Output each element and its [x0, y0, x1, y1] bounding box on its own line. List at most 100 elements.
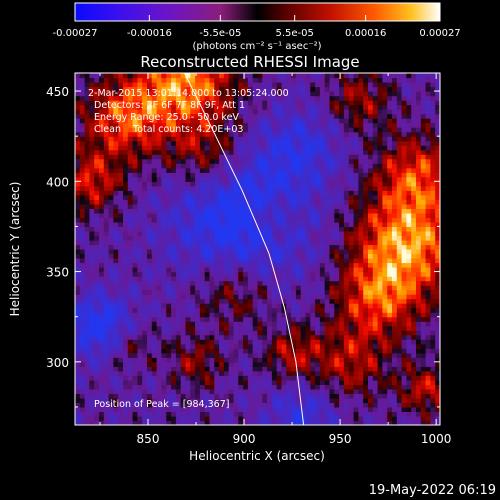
heatmap-cell: [319, 217, 326, 223]
heatmap-cell: [127, 149, 134, 155]
heatmap-cell: [123, 253, 129, 259]
heatmap-cell: [214, 221, 220, 227]
heatmap-cell: [348, 370, 355, 376]
heatmap-cell: [209, 190, 215, 196]
heatmap-cell: [166, 276, 172, 282]
heatmap-cell: [363, 402, 369, 408]
heatmap-cell: [79, 122, 86, 128]
heatmap-cell: [89, 226, 95, 232]
heatmap-cell: [295, 397, 302, 403]
heatmap-cell: [209, 244, 215, 250]
heatmap-cell: [243, 303, 249, 309]
heatmap-cell: [368, 379, 374, 385]
heatmap-cell: [132, 154, 138, 160]
heatmap-cell: [368, 235, 374, 241]
heatmap-cell: [348, 118, 355, 124]
heatmap-cell: [267, 194, 273, 200]
heatmap-cell: [305, 113, 311, 119]
heatmap-cell: [190, 212, 196, 218]
heatmap-cell: [324, 190, 331, 196]
heatmap-cell: [377, 416, 383, 422]
heatmap-cell: [171, 388, 177, 394]
heatmap-cell: [315, 253, 321, 259]
heatmap-cell: [348, 379, 355, 385]
heatmap-cell: [324, 253, 331, 259]
heatmap-cell: [372, 172, 379, 178]
heatmap-cell: [75, 357, 81, 363]
heatmap-cell: [291, 343, 297, 349]
heatmap-cell: [262, 366, 268, 372]
heatmap-cell: [199, 163, 206, 169]
heatmap-cell: [204, 82, 211, 88]
heatmap-cell: [204, 109, 211, 115]
heatmap-cell: [343, 244, 350, 250]
heatmap-cell: [291, 122, 297, 128]
heatmap-cell: [166, 289, 172, 295]
heatmap-cell: [79, 86, 86, 92]
heatmap-cell: [353, 190, 359, 196]
heatmap-cell: [247, 375, 254, 381]
heatmap-cell: [113, 388, 119, 394]
heatmap-cell: [353, 316, 359, 322]
heatmap-cell: [132, 411, 138, 417]
heatmap-cell: [233, 271, 239, 277]
heatmap-cell: [79, 172, 86, 178]
heatmap-cell: [142, 203, 148, 209]
heatmap-cell: [219, 140, 225, 146]
heatmap-cell: [147, 131, 153, 137]
heatmap-cell: [319, 240, 326, 246]
heatmap-cell: [123, 339, 129, 345]
heatmap-cell: [113, 140, 119, 146]
heatmap-cell: [94, 77, 100, 83]
heatmap-cell: [219, 190, 225, 196]
heatmap-cell: [84, 366, 90, 372]
heatmap-cell: [353, 366, 359, 372]
heatmap-cell: [377, 212, 383, 218]
heatmap-cell: [262, 244, 268, 250]
heatmap-cell: [84, 352, 90, 358]
heatmap-cell: [84, 82, 90, 88]
heatmap-cell: [343, 73, 350, 79]
heatmap-cell: [223, 339, 230, 345]
heatmap-cell: [358, 167, 364, 173]
heatmap-cell: [151, 343, 158, 349]
heatmap-cell: [161, 303, 167, 309]
heatmap-cell: [180, 271, 187, 277]
heatmap-cell: [171, 230, 177, 236]
heatmap-cell: [363, 285, 369, 291]
heatmap-cell: [175, 199, 182, 205]
heatmap-cell: [223, 95, 230, 101]
heatmap-cell: [94, 420, 100, 425]
heatmap-cell: [281, 149, 287, 155]
heatmap-cell: [257, 158, 263, 164]
heatmap-cell: [79, 375, 86, 381]
heatmap-cell: [348, 307, 355, 313]
heatmap-cell: [132, 167, 138, 173]
heatmap-cell: [108, 73, 114, 79]
heatmap-cell: [137, 199, 143, 205]
heatmap-cell: [214, 325, 220, 331]
heatmap-cell: [252, 298, 259, 304]
heatmap-cell: [295, 244, 302, 250]
heatmap-cell: [209, 267, 215, 273]
heatmap-cell: [166, 339, 172, 345]
heatmap-cell: [79, 289, 86, 295]
heatmap-cell: [123, 82, 129, 88]
heatmap-cell: [343, 262, 350, 268]
heatmap-cell: [281, 127, 287, 133]
heatmap-cell: [238, 181, 244, 187]
heatmap-cell: [175, 384, 182, 390]
heatmap-cell: [262, 262, 268, 268]
heatmap-cell: [271, 361, 278, 367]
heatmap-cell: [118, 289, 124, 295]
heatmap-cell: [142, 149, 148, 155]
heatmap-cell: [185, 199, 191, 205]
heatmap-cell: [252, 285, 259, 291]
heatmap-cell: [156, 420, 162, 425]
heatmap-cell: [223, 294, 230, 300]
heatmap-cell: [185, 271, 191, 277]
heatmap-cell: [319, 361, 326, 367]
heatmap-cell: [291, 393, 297, 399]
heatmap-cell: [363, 294, 369, 300]
heatmap-cell: [180, 226, 187, 232]
